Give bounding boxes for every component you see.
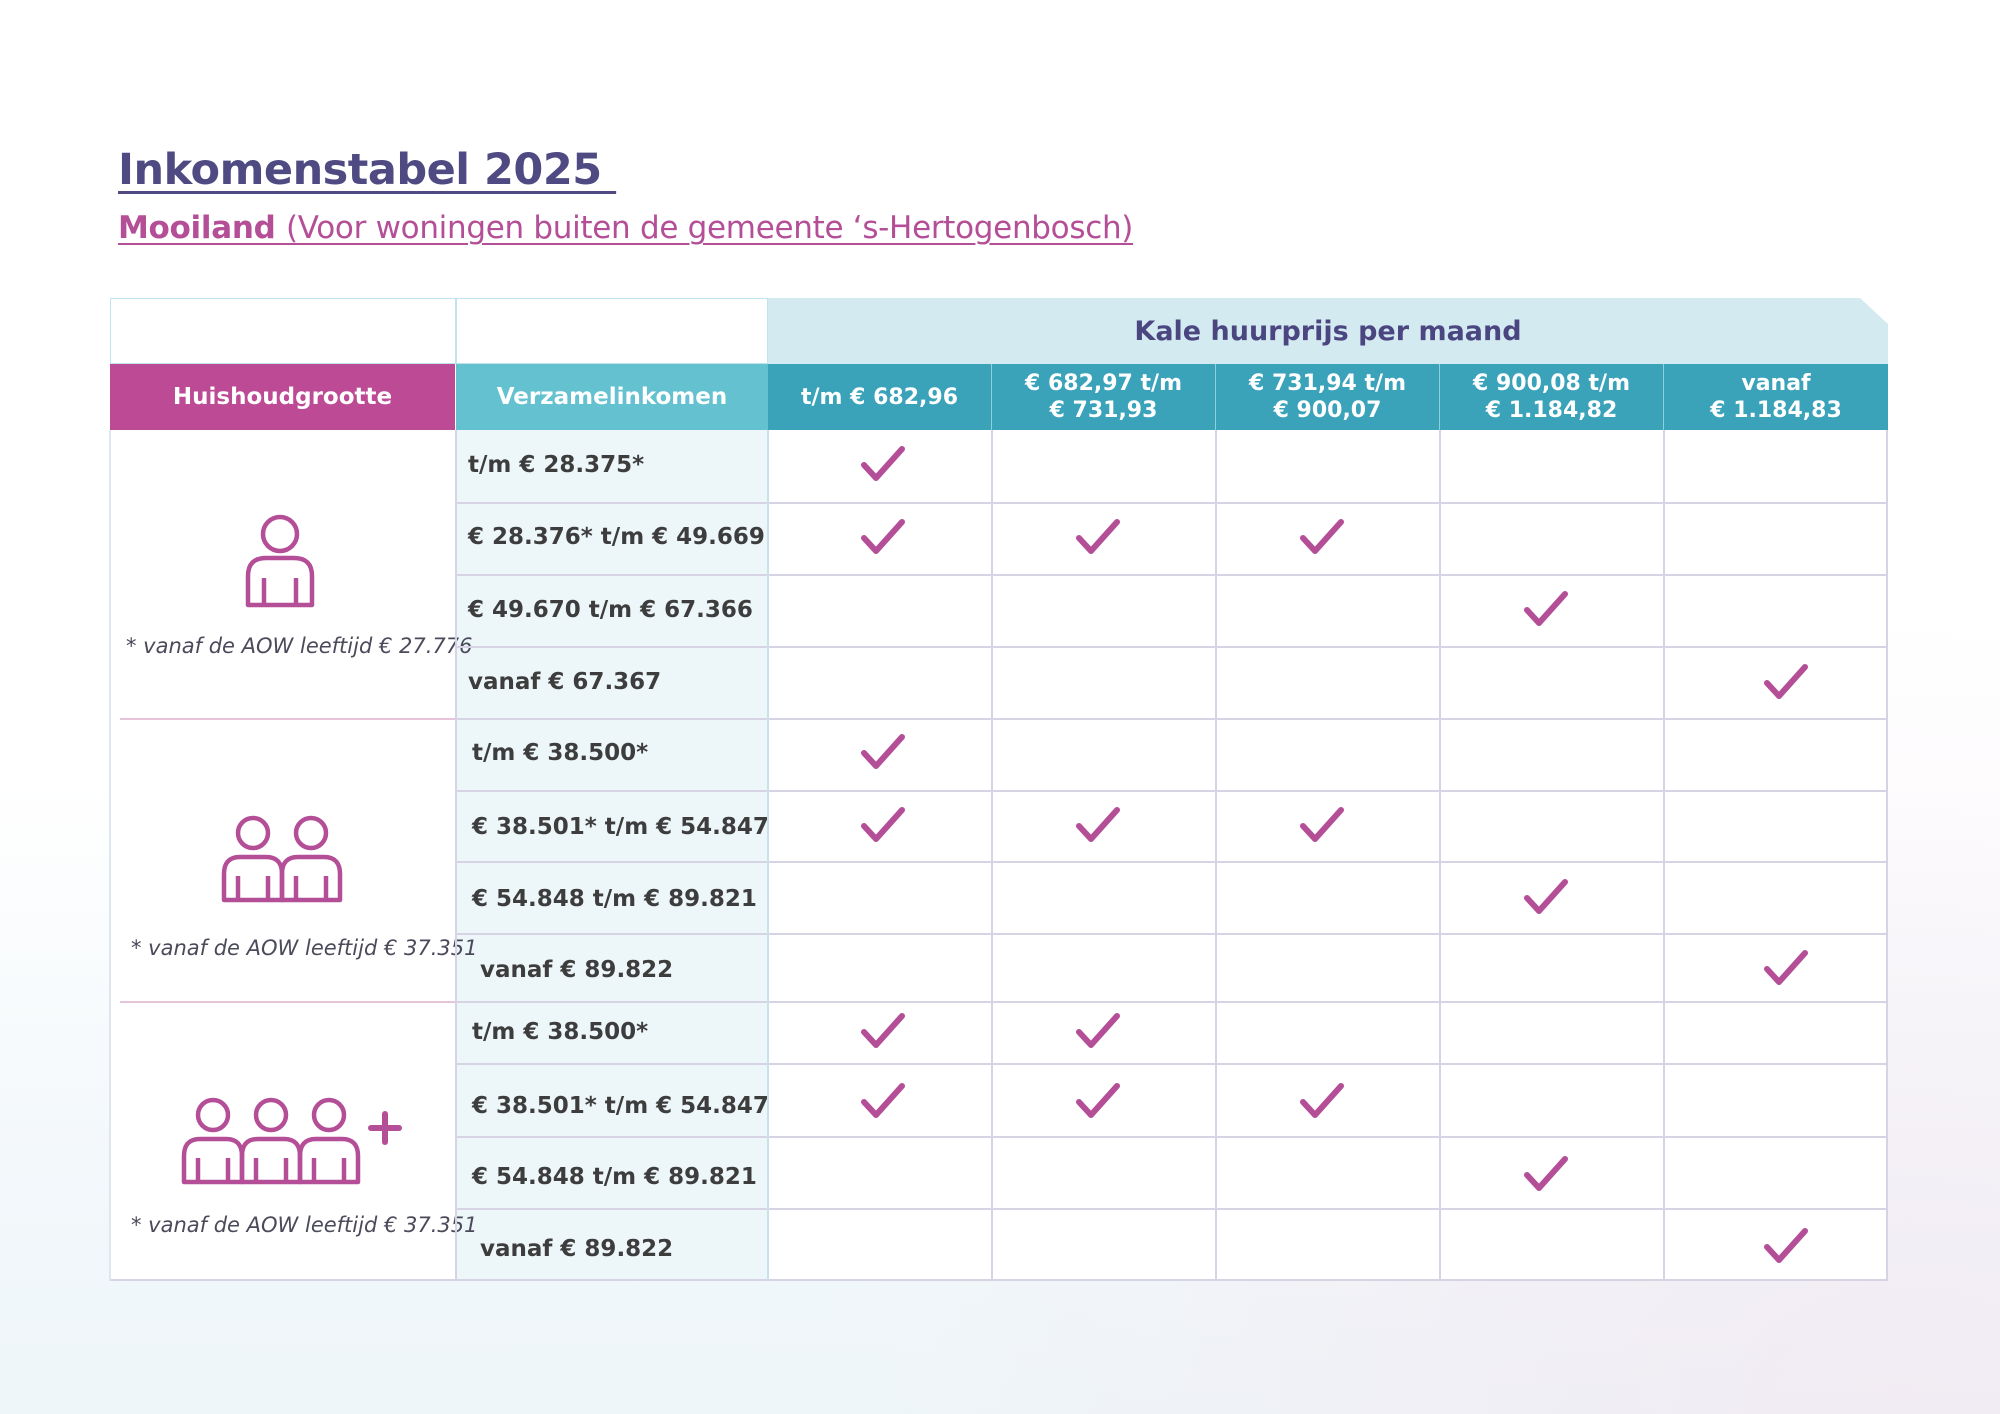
income-range: t/m € 38.500* [472, 740, 649, 766]
check-icon [861, 1083, 905, 1118]
check-icon [1764, 664, 1808, 699]
check-icon [1300, 519, 1344, 554]
price-column-divider [1439, 430, 1441, 1281]
check-icon [1076, 1013, 1120, 1048]
check-icon [1764, 1228, 1808, 1263]
header-empty-income [456, 298, 768, 364]
row-divider [456, 1063, 1888, 1065]
row-divider [456, 502, 1888, 504]
income-column-divider [767, 430, 769, 1281]
price-column-header-5: vanaf € 1.184,83 [1664, 364, 1888, 430]
row-divider [456, 718, 1888, 720]
check-icon [861, 519, 905, 554]
income-range: € 49.670 t/m € 67.366 [468, 597, 753, 623]
row-divider [456, 861, 1888, 863]
rent-price-group-header: Kale huurprijs per maand [768, 298, 1888, 364]
income-header: Verzamelinkomen [456, 364, 768, 430]
income-range: € 28.376* t/m € 49.669 [468, 524, 765, 550]
aow-note-single: * vanaf de AOW leeftijd € 27.776 [126, 634, 473, 658]
price-column-divider [1215, 430, 1217, 1281]
table-bottom-border [110, 1279, 1888, 1281]
check-icon [861, 734, 905, 769]
check-icon [1764, 950, 1808, 985]
price-column-divider [1663, 430, 1665, 1281]
page-subtitle: Mooiland (Voor woningen buiten de gemeen… [118, 210, 1133, 246]
check-icon [861, 807, 905, 842]
price-column-header-line1: vanaf [1741, 371, 1811, 396]
check-icon [861, 446, 905, 481]
header-empty-household [110, 298, 456, 364]
group-separator [120, 718, 456, 720]
income-range: € 54.848 t/m € 89.821 [472, 886, 757, 912]
price-column-header-line1: t/m € 682,96 [801, 384, 958, 410]
table-left-border [109, 430, 111, 1281]
group-separator [120, 1001, 456, 1003]
price-column-header-3: € 731,94 t/m € 900,07 [1216, 364, 1440, 430]
row-divider [456, 933, 1888, 935]
price-grid-body [768, 430, 1888, 1281]
single-person-icon [245, 514, 315, 608]
price-column-header-1: t/m € 682,96 [768, 364, 992, 430]
subtitle-note: (Voor woningen buiten de gemeente ‘s-Her… [285, 210, 1134, 246]
row-divider [456, 1136, 1888, 1138]
price-column-header-4: € 900,08 t/m € 1.184,82 [1440, 364, 1664, 430]
aow-note-two: * vanaf de AOW leeftijd € 37.351 [131, 936, 478, 960]
page-title: Inkomenstabel 2025 [118, 145, 617, 195]
price-column-header-line2: € 900,07 [1273, 398, 1382, 423]
income-range: vanaf € 89.822 [480, 1236, 674, 1262]
table-right-border [1886, 430, 1888, 1281]
subtitle-company: Mooiland [118, 210, 286, 246]
household-column-divider [455, 430, 457, 1281]
price-column-header-2: € 682,97 t/m € 731,93 [992, 364, 1216, 430]
price-column-header-line2: € 731,93 [1049, 398, 1158, 423]
aow-note-three-plus: * vanaf de AOW leeftijd € 37.351 [131, 1213, 478, 1237]
check-icon [1076, 1083, 1120, 1118]
row-divider [456, 1208, 1888, 1210]
check-icon [1076, 807, 1120, 842]
income-range: vanaf € 89.822 [480, 957, 674, 983]
check-icon [1300, 1083, 1344, 1118]
row-divider [456, 790, 1888, 792]
two-persons-icon [221, 815, 343, 903]
household-size-header: Huishoudgrootte [110, 364, 455, 430]
check-icon [1524, 879, 1568, 914]
row-divider [456, 1001, 1888, 1003]
income-range: € 38.501* t/m € 54.847 [472, 1093, 769, 1119]
three-plus-persons-icon [181, 1097, 402, 1185]
check-icon [861, 1013, 905, 1048]
check-icon [1524, 1156, 1568, 1191]
income-range: vanaf € 67.367 [468, 669, 662, 695]
price-column-header-line2: € 1.184,82 [1485, 398, 1618, 423]
income-column-body [456, 430, 768, 1281]
check-icon [1076, 519, 1120, 554]
row-divider [456, 646, 1888, 648]
income-range: t/m € 38.500* [472, 1019, 649, 1045]
income-range: € 54.848 t/m € 89.821 [472, 1164, 757, 1190]
price-column-header-line1: € 731,94 t/m [1249, 371, 1406, 396]
row-divider [456, 574, 1888, 576]
check-icon [1524, 591, 1568, 626]
income-range: t/m € 28.375* [468, 452, 645, 478]
price-column-header-line1: € 682,97 t/m [1025, 371, 1182, 396]
price-column-header-line2: € 1.184,83 [1710, 398, 1842, 423]
income-range: € 38.501* t/m € 54.847 [472, 814, 769, 840]
price-column-header-line1: € 900,08 t/m [1473, 371, 1630, 396]
check-icon [1300, 807, 1344, 842]
price-column-divider [991, 430, 993, 1281]
